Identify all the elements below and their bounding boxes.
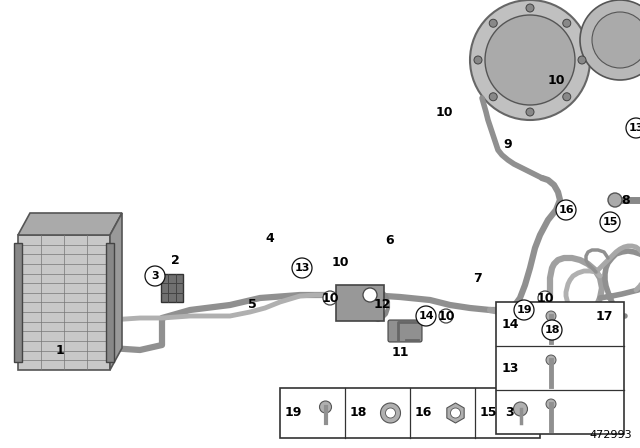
Circle shape [292, 258, 312, 278]
Text: 12: 12 [373, 297, 391, 310]
Text: 472993: 472993 [589, 430, 632, 440]
Circle shape [363, 288, 377, 302]
Bar [336, 285, 384, 321]
Polygon shape [447, 403, 464, 423]
Text: 15: 15 [479, 406, 497, 419]
Circle shape [439, 309, 453, 323]
Circle shape [485, 15, 575, 105]
Text: 16: 16 [414, 406, 432, 419]
Text: 13: 13 [628, 123, 640, 133]
Text: 13: 13 [294, 263, 310, 273]
Circle shape [526, 108, 534, 116]
Bar [496, 302, 624, 434]
Circle shape [489, 93, 497, 101]
Polygon shape [18, 235, 110, 370]
Bar [14, 243, 22, 362]
Text: 8: 8 [621, 194, 630, 207]
Circle shape [546, 355, 556, 365]
Text: 14: 14 [501, 318, 519, 331]
Text: 11: 11 [391, 345, 409, 358]
Circle shape [559, 203, 573, 217]
Text: 3: 3 [151, 271, 159, 281]
Text: 18: 18 [544, 325, 560, 335]
Text: 16: 16 [558, 205, 574, 215]
Bar [161, 274, 183, 302]
Circle shape [546, 399, 556, 409]
Circle shape [416, 306, 436, 326]
Circle shape [608, 193, 622, 207]
Bar [106, 243, 114, 362]
Circle shape [546, 324, 558, 336]
FancyBboxPatch shape [388, 320, 422, 342]
Circle shape [556, 200, 576, 220]
Text: 18: 18 [349, 406, 367, 419]
Circle shape [578, 56, 586, 64]
Text: 6: 6 [386, 233, 394, 246]
Bar [280, 388, 540, 438]
Circle shape [563, 93, 571, 101]
Text: 10: 10 [435, 105, 452, 119]
Text: 10: 10 [321, 292, 339, 305]
Circle shape [385, 408, 396, 418]
Text: 4: 4 [266, 232, 275, 245]
Circle shape [591, 309, 605, 323]
Circle shape [580, 0, 640, 80]
Circle shape [526, 4, 534, 12]
Circle shape [604, 216, 616, 228]
Text: 5: 5 [248, 297, 257, 310]
Text: 10: 10 [547, 73, 564, 86]
Circle shape [600, 212, 620, 232]
Circle shape [592, 12, 640, 68]
Text: 9: 9 [504, 138, 512, 151]
Circle shape [514, 300, 534, 320]
Text: 3: 3 [506, 405, 515, 418]
Circle shape [581, 310, 593, 322]
Circle shape [145, 266, 165, 286]
Circle shape [546, 311, 556, 321]
Circle shape [470, 0, 590, 120]
Circle shape [542, 320, 562, 340]
Text: 14: 14 [418, 311, 434, 321]
Text: 10: 10 [437, 310, 455, 323]
Text: 10: 10 [332, 255, 349, 268]
Text: 19: 19 [284, 406, 301, 419]
Text: 10: 10 [536, 292, 554, 305]
Circle shape [319, 401, 332, 413]
Circle shape [518, 304, 530, 316]
Circle shape [538, 291, 552, 305]
Text: 17: 17 [595, 310, 612, 323]
Text: 1: 1 [56, 344, 65, 357]
Text: 13: 13 [501, 362, 518, 375]
Circle shape [626, 118, 640, 138]
Text: 2: 2 [171, 254, 179, 267]
Circle shape [381, 403, 401, 423]
Circle shape [451, 408, 461, 418]
Polygon shape [18, 213, 122, 235]
Circle shape [563, 19, 571, 27]
Circle shape [323, 291, 337, 305]
Text: 7: 7 [474, 271, 483, 284]
Circle shape [489, 19, 497, 27]
Text: 15: 15 [602, 217, 618, 227]
Circle shape [513, 402, 527, 416]
Text: 19: 19 [516, 305, 532, 315]
Circle shape [474, 56, 482, 64]
Polygon shape [110, 213, 122, 370]
